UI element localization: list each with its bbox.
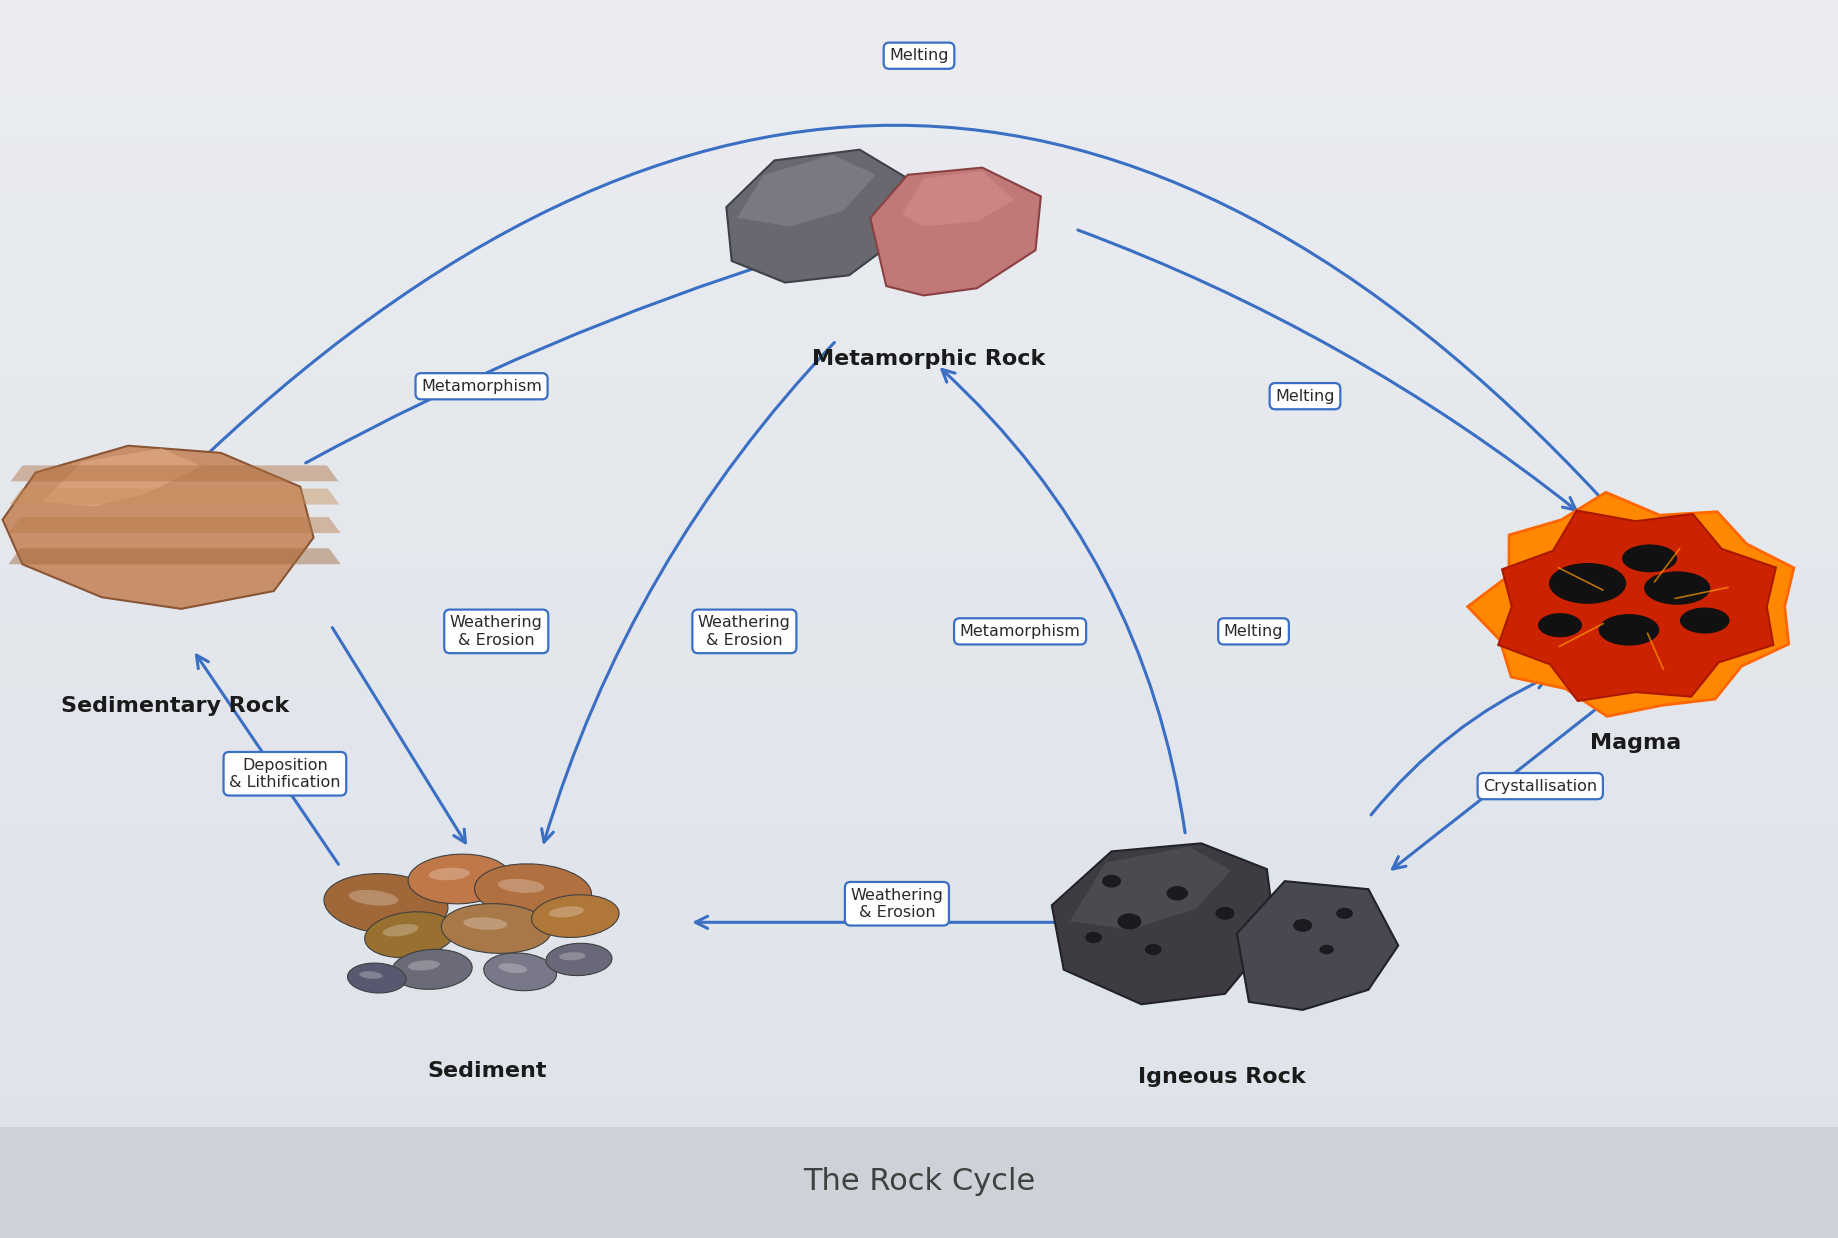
Ellipse shape — [408, 961, 439, 971]
Text: Weathering
& Erosion: Weathering & Erosion — [851, 888, 943, 920]
Polygon shape — [2, 446, 314, 609]
Polygon shape — [737, 155, 875, 227]
Ellipse shape — [323, 874, 448, 933]
Circle shape — [1320, 945, 1334, 954]
Text: Metamorphism: Metamorphism — [959, 624, 1081, 639]
Polygon shape — [9, 517, 340, 534]
Circle shape — [1084, 932, 1103, 943]
Polygon shape — [42, 448, 200, 506]
Circle shape — [1294, 919, 1312, 932]
Circle shape — [1215, 907, 1235, 920]
Ellipse shape — [463, 917, 507, 930]
Text: Weathering
& Erosion: Weathering & Erosion — [450, 615, 542, 647]
Ellipse shape — [1680, 608, 1730, 634]
Text: Crystallisation: Crystallisation — [1483, 779, 1597, 794]
Ellipse shape — [1549, 563, 1627, 604]
Circle shape — [1145, 943, 1162, 956]
Text: Melting: Melting — [890, 48, 948, 63]
Text: The Rock Cycle: The Rock Cycle — [803, 1166, 1035, 1196]
Text: Deposition
& Lithification: Deposition & Lithification — [230, 758, 340, 790]
Circle shape — [1167, 886, 1187, 900]
Ellipse shape — [550, 906, 584, 917]
Ellipse shape — [559, 952, 586, 961]
Text: Weathering
& Erosion: Weathering & Erosion — [698, 615, 790, 647]
Polygon shape — [726, 150, 908, 282]
Text: Sedimentary Rock: Sedimentary Rock — [61, 696, 289, 716]
Polygon shape — [11, 465, 338, 482]
FancyBboxPatch shape — [0, 1127, 1838, 1238]
Ellipse shape — [358, 971, 382, 979]
Ellipse shape — [1643, 572, 1709, 605]
Polygon shape — [1237, 881, 1399, 1010]
Ellipse shape — [1538, 613, 1583, 638]
Ellipse shape — [531, 895, 619, 937]
Ellipse shape — [498, 879, 544, 893]
Ellipse shape — [1621, 545, 1676, 572]
Circle shape — [1336, 907, 1353, 919]
Text: Igneous Rock: Igneous Rock — [1138, 1067, 1307, 1087]
Text: Sediment: Sediment — [426, 1061, 548, 1081]
Polygon shape — [1498, 510, 1776, 701]
Circle shape — [1103, 875, 1121, 888]
Ellipse shape — [408, 854, 511, 904]
Polygon shape — [902, 171, 1015, 227]
Circle shape — [1118, 914, 1141, 930]
Text: Melting: Melting — [1276, 389, 1334, 404]
Text: Metamorphic Rock: Metamorphic Rock — [812, 349, 1044, 369]
Polygon shape — [1051, 843, 1276, 1004]
Ellipse shape — [441, 904, 551, 953]
Ellipse shape — [364, 911, 456, 958]
Polygon shape — [9, 548, 340, 565]
Ellipse shape — [428, 868, 471, 880]
Ellipse shape — [391, 950, 472, 989]
Polygon shape — [1467, 493, 1794, 717]
Ellipse shape — [349, 890, 399, 906]
Polygon shape — [1070, 847, 1231, 930]
Text: Metamorphism: Metamorphism — [421, 379, 542, 394]
Text: Magma: Magma — [1590, 733, 1682, 753]
Ellipse shape — [483, 953, 557, 990]
Ellipse shape — [382, 924, 419, 936]
Ellipse shape — [474, 864, 592, 919]
Ellipse shape — [1599, 614, 1660, 646]
Ellipse shape — [498, 963, 528, 973]
Polygon shape — [9, 489, 340, 505]
Ellipse shape — [546, 943, 612, 976]
Text: Melting: Melting — [1224, 624, 1283, 639]
Ellipse shape — [347, 963, 406, 993]
Polygon shape — [871, 167, 1040, 296]
